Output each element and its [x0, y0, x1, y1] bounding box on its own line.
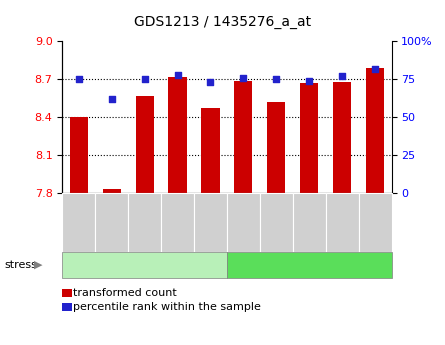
- Text: GSM32864: GSM32864: [206, 198, 215, 247]
- Point: [141, 77, 148, 82]
- Bar: [70, 117, 88, 193]
- Text: GSM32869: GSM32869: [371, 198, 380, 247]
- Text: GSM32865: GSM32865: [239, 198, 248, 247]
- Bar: [169, 77, 186, 193]
- Text: GSM32868: GSM32868: [338, 198, 347, 247]
- Text: GDS1213 / 1435276_a_at: GDS1213 / 1435276_a_at: [134, 16, 311, 29]
- Bar: [62, 289, 72, 297]
- Bar: [300, 83, 318, 193]
- Text: GSM32867: GSM32867: [305, 198, 314, 247]
- Bar: [103, 189, 121, 193]
- Point: [174, 72, 181, 78]
- Text: stress: stress: [4, 260, 37, 270]
- Bar: [366, 68, 384, 193]
- Text: percentile rank within the sample: percentile rank within the sample: [73, 302, 261, 312]
- Bar: [136, 96, 154, 193]
- Text: transformed count: transformed count: [73, 288, 177, 298]
- Point: [306, 78, 313, 83]
- Text: GSM32866: GSM32866: [272, 198, 281, 247]
- Text: GSM32860: GSM32860: [74, 198, 83, 247]
- Point: [339, 73, 346, 79]
- Bar: [267, 102, 285, 193]
- Text: GSM32862: GSM32862: [140, 198, 149, 247]
- Point: [372, 66, 379, 71]
- Point: [207, 80, 214, 85]
- Text: intermittent hypoxia: intermittent hypoxia: [252, 260, 366, 270]
- Text: GSM32861: GSM32861: [107, 198, 116, 247]
- Text: ▶: ▶: [33, 260, 42, 270]
- Text: GSM32863: GSM32863: [173, 198, 182, 247]
- Bar: [235, 81, 252, 193]
- Point: [273, 77, 280, 82]
- Bar: [333, 82, 351, 193]
- Point: [75, 77, 82, 82]
- Text: intermittent air: intermittent air: [102, 260, 187, 270]
- Bar: [62, 303, 72, 311]
- Point: [240, 75, 247, 81]
- Point: [108, 96, 115, 102]
- Bar: [202, 108, 219, 193]
